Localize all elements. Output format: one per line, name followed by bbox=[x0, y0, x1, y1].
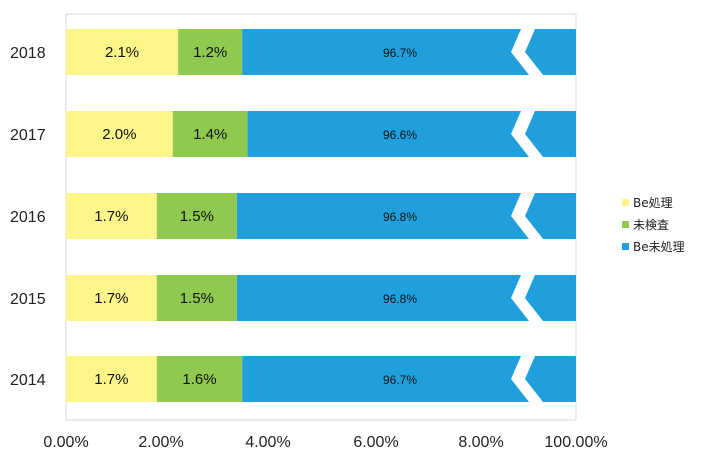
bar-segment bbox=[66, 111, 173, 157]
data-label: 2.0% bbox=[102, 126, 136, 143]
axis-break-mark bbox=[511, 275, 543, 321]
axis-breaks bbox=[511, 29, 543, 402]
data-label: 1.2% bbox=[193, 44, 227, 61]
data-label: 1.5% bbox=[180, 208, 214, 225]
legend-label: Be未処理 bbox=[633, 240, 685, 254]
legend-swatch bbox=[622, 199, 629, 206]
bars bbox=[66, 29, 576, 402]
axis-break-mark bbox=[511, 29, 543, 75]
data-label: 96.7% bbox=[383, 373, 417, 387]
data-label: 1.7% bbox=[94, 208, 128, 225]
axis-break-mark bbox=[511, 111, 543, 157]
x-tick-label: 6.00% bbox=[353, 434, 398, 451]
data-label: 2.1% bbox=[105, 44, 139, 61]
legend-label: 未検査 bbox=[633, 218, 669, 232]
legend-swatch bbox=[622, 243, 629, 250]
y-tick-label: 2014 bbox=[10, 372, 46, 389]
data-label: 1.7% bbox=[94, 371, 128, 388]
bar-segment bbox=[156, 356, 243, 402]
bar-segment bbox=[156, 275, 237, 321]
data-label: 1.5% bbox=[180, 290, 214, 307]
y-tick-label: 2017 bbox=[10, 127, 46, 144]
segment-labels: 2.1% 1.2% 96.7% 2.0% 1.4% 96.6% 1.7% 1.5% 96.8% 1… bbox=[94, 44, 417, 388]
legend-label: Be処理 bbox=[633, 196, 673, 210]
axis-break-mark bbox=[511, 356, 543, 402]
data-label: 96.8% bbox=[383, 292, 417, 306]
x-tick-label: 0.00% bbox=[43, 434, 88, 451]
bar-segment bbox=[66, 193, 157, 239]
axis-break-mark bbox=[511, 193, 543, 239]
data-label: 1.7% bbox=[94, 290, 128, 307]
bar-segment bbox=[172, 111, 248, 157]
bar-segment bbox=[178, 29, 243, 75]
data-label: 1.4% bbox=[193, 126, 227, 143]
data-label: 96.8% bbox=[383, 210, 417, 224]
y-tick-label: 2016 bbox=[10, 209, 46, 226]
x-tick-label: 4.00% bbox=[245, 434, 290, 451]
data-label: 96.6% bbox=[383, 128, 417, 142]
x-tick-label: 100.00% bbox=[544, 434, 607, 451]
data-label: 1.6% bbox=[182, 371, 216, 388]
bar-segment bbox=[66, 356, 157, 402]
data-label: 96.7% bbox=[383, 46, 417, 60]
x-axis: 0.00% 2.00% 4.00% 6.00% 8.00% 100.00% bbox=[43, 434, 607, 451]
bar-segment bbox=[156, 193, 237, 239]
bar-segment bbox=[66, 275, 157, 321]
bar-segment bbox=[66, 29, 179, 75]
x-tick-label: 8.00% bbox=[458, 434, 503, 451]
y-tick-label: 2018 bbox=[10, 45, 46, 62]
y-tick-label: 2015 bbox=[10, 291, 46, 308]
x-tick-label: 2.00% bbox=[138, 434, 183, 451]
legend-swatch bbox=[622, 221, 629, 228]
y-axis: 2018 2017 2016 2015 2014 bbox=[10, 45, 46, 389]
